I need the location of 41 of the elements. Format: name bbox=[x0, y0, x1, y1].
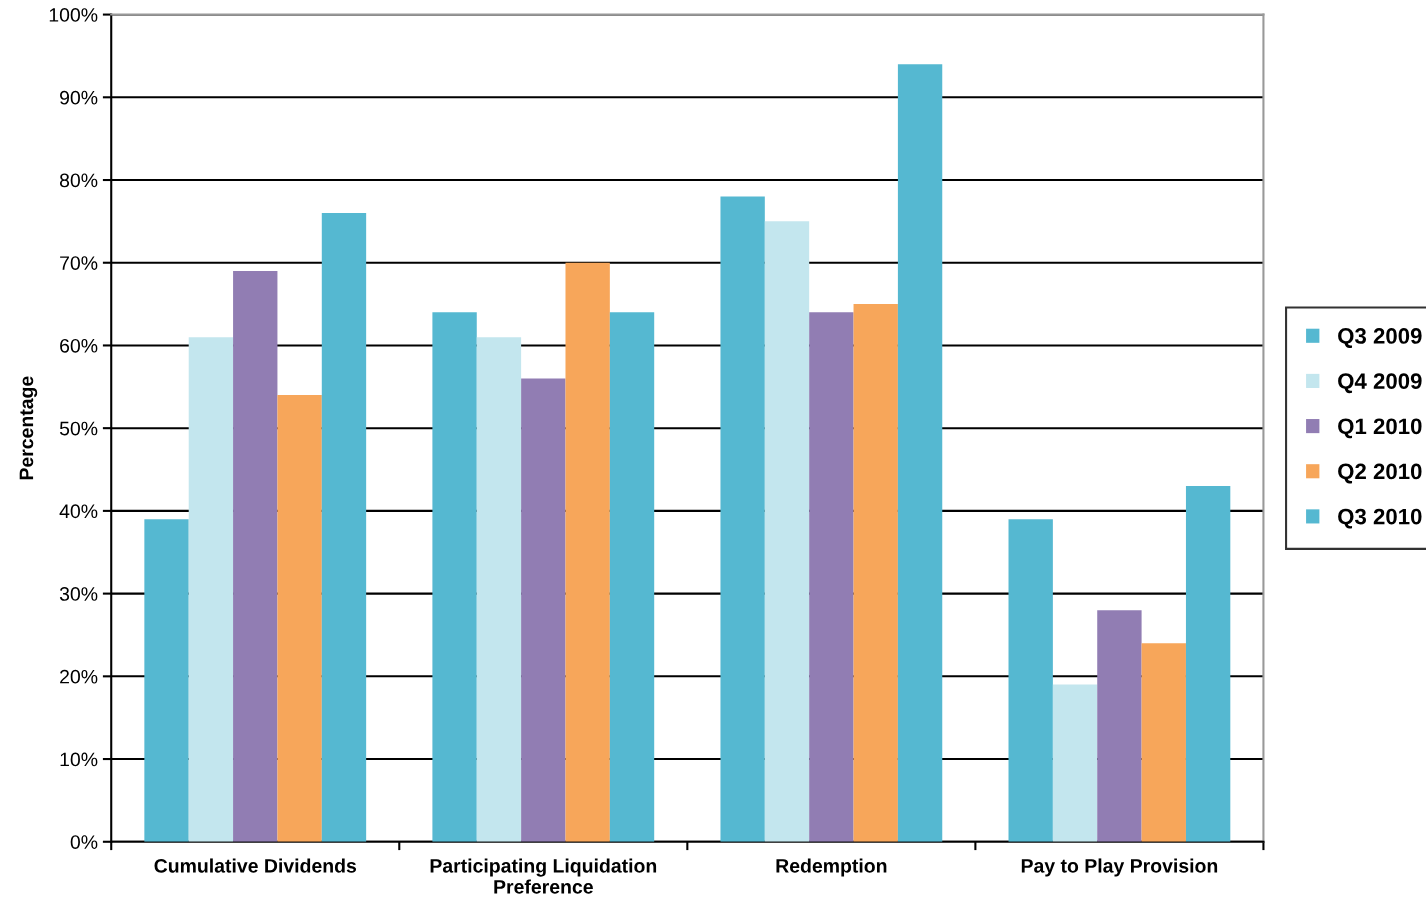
y-tick-label: 50% bbox=[59, 421, 98, 436]
legend-label: Q3 2009 bbox=[1338, 328, 1422, 348]
bar bbox=[609, 312, 655, 842]
y-tick-label: 30% bbox=[59, 587, 98, 601]
bar bbox=[521, 378, 566, 842]
legend-label: Q1 2010 bbox=[1338, 418, 1422, 439]
y-tick-label: 90% bbox=[60, 90, 98, 105]
bar bbox=[1141, 643, 1186, 842]
bar bbox=[233, 271, 278, 842]
bar bbox=[432, 312, 477, 842]
x-tick-label: Cumulative Dividends bbox=[154, 858, 357, 873]
x-tick-label: Redemption bbox=[776, 858, 887, 877]
bar bbox=[277, 395, 322, 842]
y-tick-label: 80% bbox=[59, 173, 98, 188]
legend-label: Q3 2010 bbox=[1338, 508, 1422, 529]
x-tick-label: Participating Liquidation Preference bbox=[430, 858, 657, 894]
y-tick-label: 20% bbox=[60, 669, 98, 684]
y-tick-label: 60% bbox=[60, 338, 98, 353]
x-tick-label: Pay to Play Provision bbox=[1021, 858, 1218, 877]
bar bbox=[476, 337, 522, 842]
y-tick-label: 10% bbox=[60, 752, 98, 767]
bar bbox=[1008, 519, 1053, 842]
bar bbox=[144, 519, 189, 842]
bar bbox=[853, 304, 898, 842]
y-tick-label: 70% bbox=[60, 256, 98, 270]
y-axis-title: Percentage bbox=[19, 376, 38, 480]
bar bbox=[764, 221, 810, 842]
y-tick-label: 100% bbox=[49, 8, 98, 22]
legend-label: Q2 2010 bbox=[1338, 463, 1422, 484]
legend-label: Q4 2009 bbox=[1338, 373, 1422, 394]
y-tick-label: 0% bbox=[70, 835, 98, 849]
y-tick-label: 40% bbox=[59, 504, 98, 519]
bar bbox=[188, 337, 234, 842]
bar bbox=[1185, 486, 1231, 842]
bar bbox=[1097, 610, 1142, 842]
bar bbox=[321, 213, 367, 842]
bar bbox=[1052, 684, 1098, 842]
bar bbox=[565, 262, 610, 842]
bar bbox=[720, 196, 765, 842]
bar bbox=[897, 64, 943, 842]
bar bbox=[809, 312, 854, 842]
